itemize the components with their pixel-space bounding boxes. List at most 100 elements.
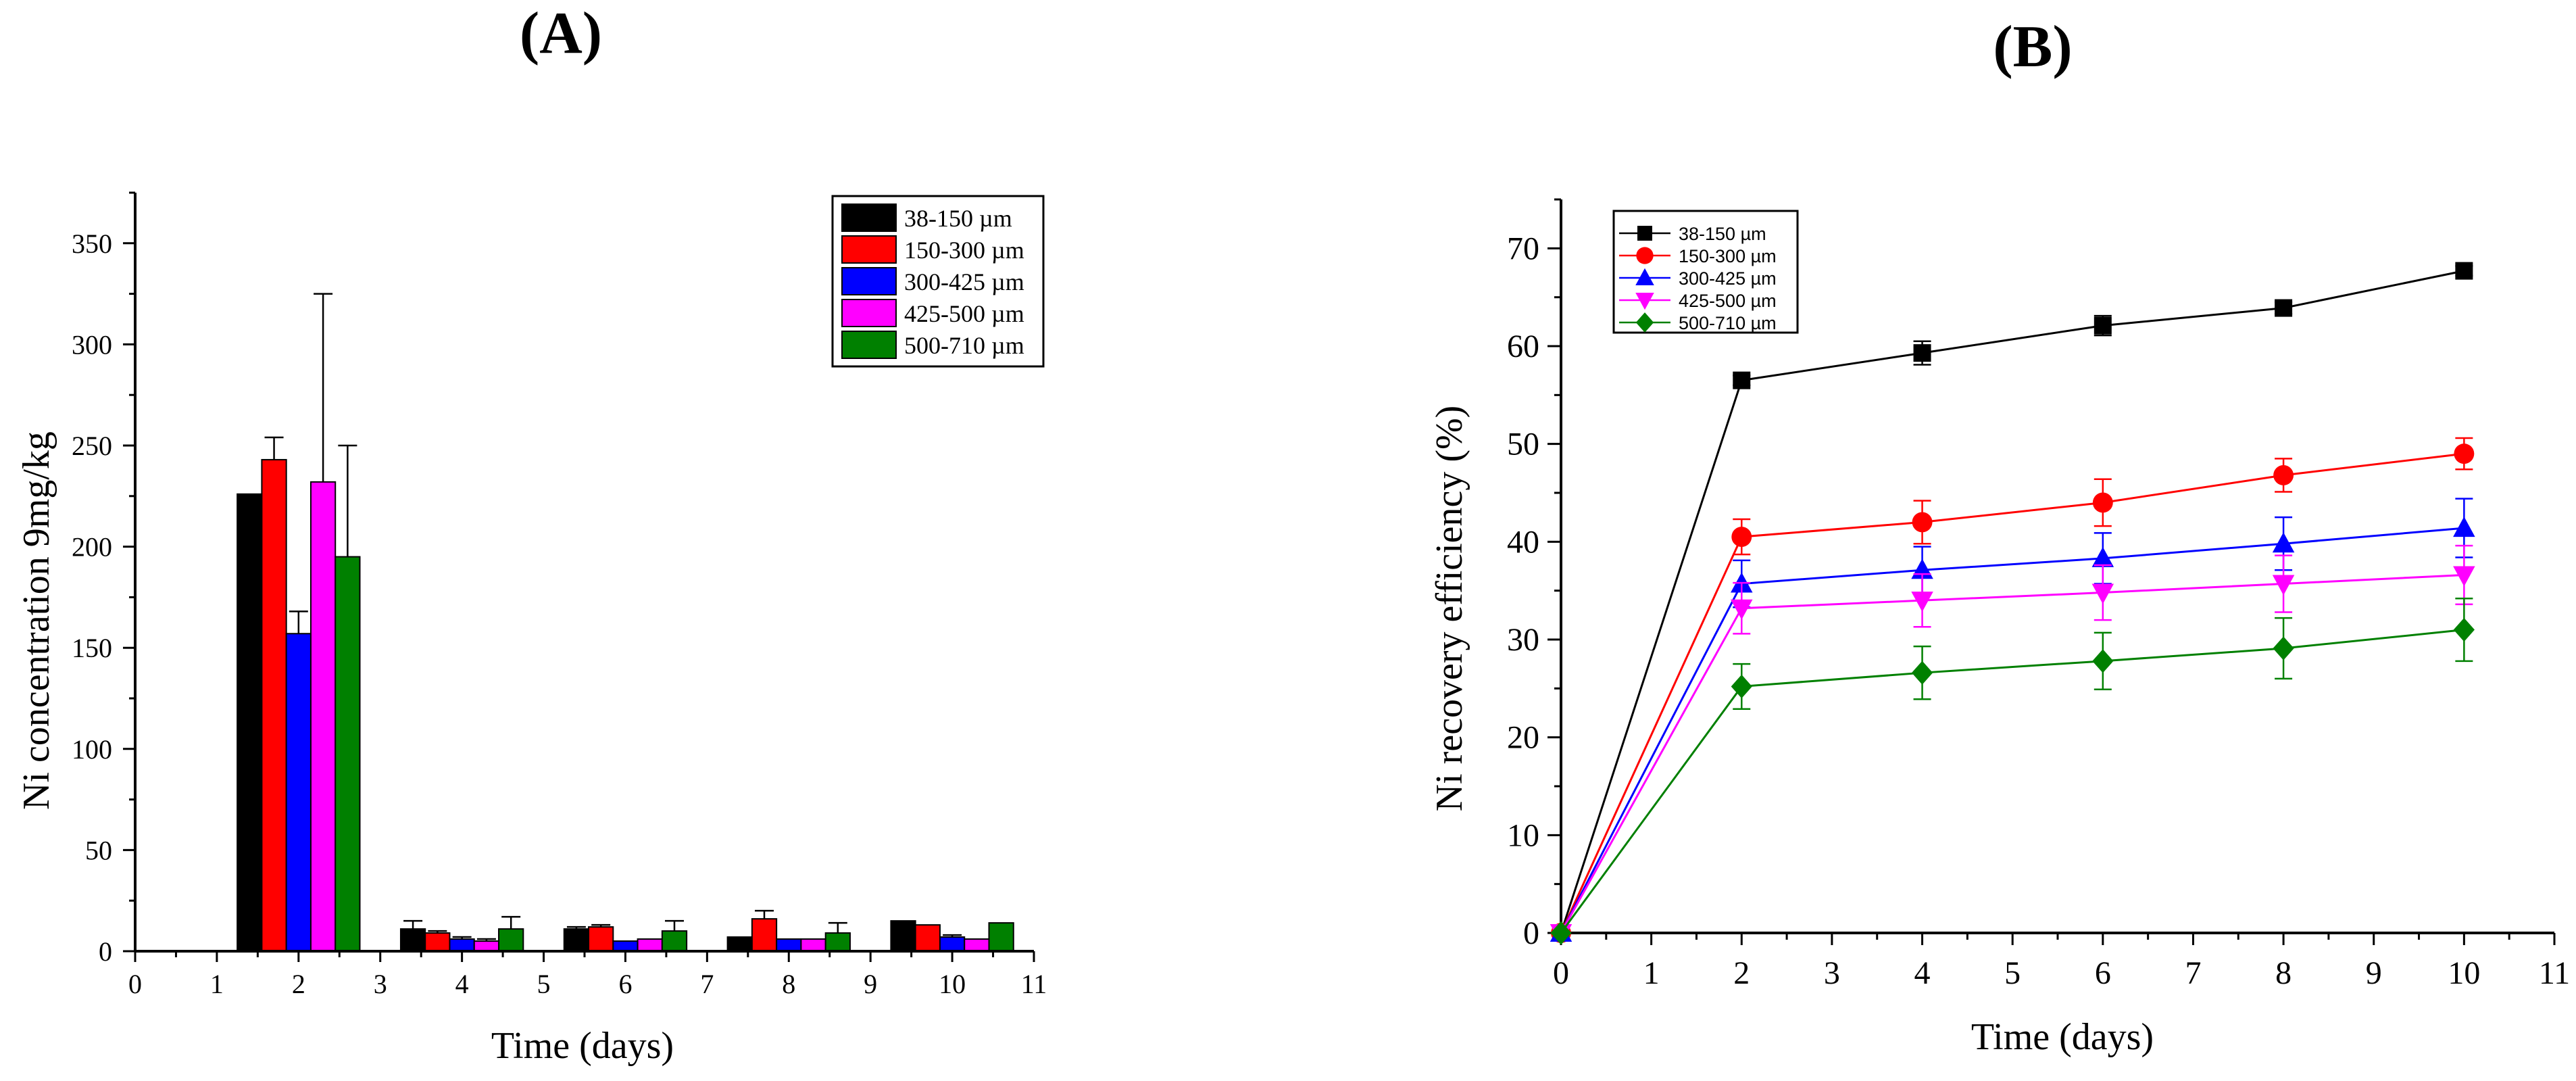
y-tick-label: 40 bbox=[1507, 524, 1539, 560]
bar bbox=[726, 936, 753, 953]
data-point bbox=[1911, 660, 1933, 685]
x-tick-label: 2 bbox=[292, 969, 305, 999]
legend-marker bbox=[1635, 293, 1654, 310]
data-point bbox=[2272, 575, 2295, 596]
legend-label: 300-425 µm bbox=[904, 268, 1024, 295]
data-point bbox=[1731, 674, 1752, 698]
data-point bbox=[1911, 592, 1933, 612]
bar bbox=[914, 924, 941, 953]
data-point bbox=[2273, 636, 2294, 660]
panel-a-y-axis-label: Ni concentration 9mg/kg bbox=[16, 431, 57, 810]
data-point bbox=[1912, 512, 1933, 533]
x-tick-label: 8 bbox=[782, 969, 795, 999]
data-point bbox=[2453, 517, 2475, 537]
series bbox=[1550, 498, 2475, 942]
legend-swatch bbox=[841, 331, 897, 359]
y-tick-label: 350 bbox=[72, 229, 112, 259]
legend-item: 150-300 µm bbox=[1619, 246, 1777, 266]
bar bbox=[824, 932, 851, 953]
legend-label: 150-300 µm bbox=[1679, 246, 1777, 266]
bar bbox=[424, 932, 451, 953]
data-point bbox=[1731, 527, 1752, 548]
legend-item: 38-150 µm bbox=[1619, 224, 1766, 244]
x-tick-label: 1 bbox=[1643, 955, 1660, 991]
panel-b: (B) 0 1 2 3 4 5 6 7 8 9 10 11 0 10 20 30 40 50 60 70 Time … bbox=[1429, 14, 2570, 1058]
legend-label: 500-710 µm bbox=[904, 332, 1024, 359]
bar bbox=[473, 940, 500, 953]
bar bbox=[939, 936, 966, 953]
y-tick-label: 0 bbox=[1523, 915, 1539, 951]
x-tick-label: 9 bbox=[864, 969, 877, 999]
bar bbox=[776, 938, 802, 952]
data-point bbox=[2091, 583, 2114, 604]
series-line bbox=[1560, 270, 2464, 934]
legend-item: 500-710 µm bbox=[841, 331, 1024, 359]
legend-label: 425-500 µm bbox=[1679, 291, 1777, 311]
y-tick-label: 100 bbox=[72, 734, 112, 765]
bar bbox=[261, 458, 287, 952]
data-point bbox=[2453, 617, 2475, 642]
bar bbox=[563, 928, 590, 953]
x-tick-label: 1 bbox=[210, 969, 224, 999]
bar bbox=[661, 930, 688, 952]
series bbox=[1552, 262, 2473, 942]
x-tick-label: 11 bbox=[2539, 955, 2570, 991]
legend-swatch bbox=[841, 203, 897, 232]
y-tick-label: 70 bbox=[1507, 231, 1539, 266]
data-point bbox=[2275, 299, 2293, 317]
legend-label: 425-500 µm bbox=[904, 300, 1024, 327]
y-tick-label: 10 bbox=[1507, 817, 1539, 853]
x-tick-label: 6 bbox=[2095, 955, 2111, 991]
data-point bbox=[2272, 532, 2295, 553]
panel-b-x-axis-label: Time (days) bbox=[1971, 1016, 2154, 1058]
x-tick-label: 8 bbox=[2275, 955, 2292, 991]
data-point bbox=[2453, 566, 2475, 587]
legend-label: 38-150 µm bbox=[904, 205, 1012, 232]
y-tick-label: 50 bbox=[85, 835, 112, 865]
x-tick-label: 3 bbox=[1824, 955, 1840, 991]
data-point bbox=[1731, 599, 1753, 620]
bar bbox=[612, 940, 639, 953]
y-tick-label: 300 bbox=[72, 329, 112, 360]
bar bbox=[751, 918, 778, 953]
data-point bbox=[1550, 921, 1572, 945]
panel-b-y-ticks: 0 10 20 30 40 50 60 70 bbox=[1507, 198, 1561, 951]
legend-label: 150-300 µm bbox=[904, 237, 1024, 264]
legend-marker bbox=[1637, 226, 1652, 241]
series-line bbox=[1560, 629, 2464, 934]
x-tick-label: 6 bbox=[618, 969, 632, 999]
series bbox=[1550, 597, 2475, 945]
panel-b-x-ticks: 0 1 2 3 4 5 6 7 8 9 10 11 bbox=[1553, 933, 2570, 991]
data-point bbox=[2094, 316, 2112, 335]
legend-item: 38-150 µm bbox=[841, 203, 1012, 232]
x-tick-label: 9 bbox=[2366, 955, 2382, 991]
legend-item: 150-300 µm bbox=[841, 235, 1024, 264]
panel-b-y-axis-label: Ni recovery efficiency (%) bbox=[1429, 406, 1470, 812]
data-point bbox=[2454, 443, 2475, 464]
bar bbox=[498, 928, 524, 953]
data-point bbox=[2273, 465, 2294, 485]
x-tick-label: 7 bbox=[700, 969, 714, 999]
panel-a-y-ticks: 0 50 100 150 200 250 300 350 bbox=[72, 191, 135, 967]
y-tick-label: 50 bbox=[1507, 427, 1539, 462]
data-point bbox=[1733, 371, 1751, 389]
panel-b-series bbox=[1550, 262, 2475, 945]
legend-marker bbox=[1636, 247, 1654, 264]
panel-a-label: (A) bbox=[520, 1, 602, 66]
bar bbox=[988, 922, 1014, 953]
panel-a-bars bbox=[237, 293, 1014, 953]
series bbox=[1550, 544, 2475, 944]
legend-item: 500-710 µm bbox=[1619, 312, 1777, 333]
x-tick-label: 4 bbox=[1914, 955, 1931, 991]
panel-a: (A) 0 1 2 3 4 5 6 7 8 9 10 11 0 50 100 150 200 250 300 350… bbox=[16, 1, 1047, 1067]
x-tick-label: 5 bbox=[2004, 955, 2021, 991]
bar bbox=[964, 938, 990, 952]
bar bbox=[399, 928, 426, 953]
series-line bbox=[1560, 452, 2464, 934]
legend-label: 38-150 µm bbox=[1679, 224, 1766, 244]
x-tick-label: 10 bbox=[939, 969, 966, 999]
x-tick-label: 10 bbox=[2448, 955, 2480, 991]
legend-label: 500-710 µm bbox=[1679, 313, 1777, 333]
